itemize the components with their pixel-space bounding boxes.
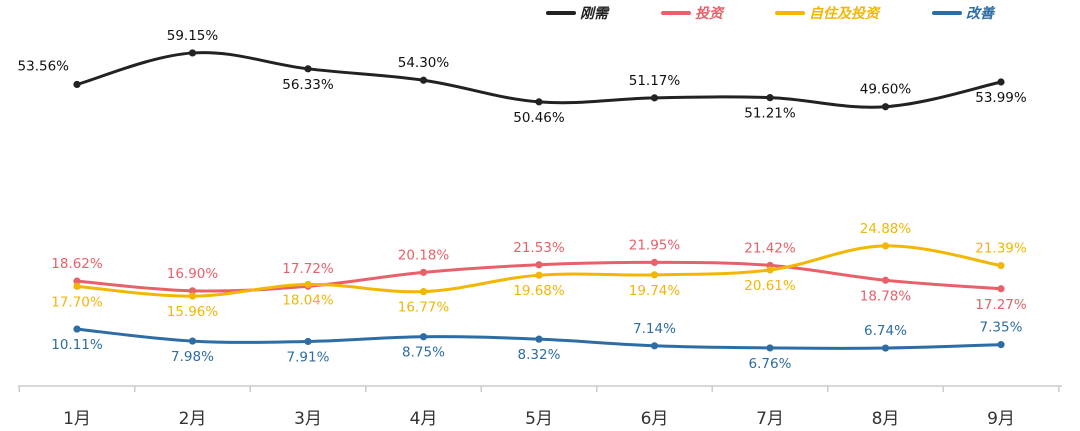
x-tick-label: 1月 xyxy=(63,409,91,429)
data-point xyxy=(73,80,81,89)
x-tick-label: 4月 xyxy=(410,409,438,429)
data-label: 21.53% xyxy=(513,240,565,256)
x-tick-label: 2月 xyxy=(179,409,207,429)
x-tick-label: 8月 xyxy=(872,409,900,429)
data-label: 17.70% xyxy=(51,294,103,310)
data-label: 18.04% xyxy=(282,292,334,308)
data-label: 56.33% xyxy=(282,77,334,93)
data-point xyxy=(73,282,81,290)
data-label: 51.17% xyxy=(629,73,681,89)
x-tick-label: 3月 xyxy=(294,409,322,429)
data-point xyxy=(650,271,659,279)
series-lines xyxy=(73,49,1005,352)
legend-label: 投资 xyxy=(695,5,726,22)
data-label: 19.68% xyxy=(513,283,565,299)
data-point xyxy=(419,268,428,276)
data-point xyxy=(419,333,428,341)
data-label: 49.60% xyxy=(860,82,912,98)
data-point xyxy=(881,242,890,250)
data-label: 8.32% xyxy=(518,347,561,363)
data-point xyxy=(535,98,543,106)
data-point xyxy=(766,266,774,274)
data-point xyxy=(535,261,543,269)
data-label: 54.30% xyxy=(398,55,450,71)
data-label: 21.95% xyxy=(629,237,681,253)
legend: 刚需 投资 自住及投资 改善 xyxy=(546,5,996,22)
data-point xyxy=(188,292,197,300)
x-tick-label: 7月 xyxy=(756,409,784,429)
data-label: 6.76% xyxy=(749,356,792,372)
data-label: 7.35% xyxy=(980,320,1023,336)
data-point xyxy=(73,277,81,285)
data-label: 53.56% xyxy=(18,58,70,74)
data-point xyxy=(419,76,428,84)
x-tick-label: 5月 xyxy=(525,409,553,429)
data-label: 17.72% xyxy=(282,261,334,277)
legend-label: 改善 xyxy=(966,5,996,22)
data-labels: 53.56% 59.15% 56.33% 54.30% 50.46% 51.17% 51.2… xyxy=(18,28,1027,372)
data-point xyxy=(188,49,197,57)
data-point xyxy=(997,261,1005,270)
data-point xyxy=(304,337,312,346)
data-point xyxy=(997,285,1005,293)
data-label: 53.99% xyxy=(975,90,1027,106)
data-label: 18.78% xyxy=(860,288,912,304)
data-label: 8.75% xyxy=(402,345,445,361)
data-label: 24.88% xyxy=(860,221,912,237)
data-label: 6.74% xyxy=(864,323,907,339)
data-point xyxy=(535,271,543,279)
data-label: 10.11% xyxy=(51,337,103,353)
data-label: 7.14% xyxy=(633,321,676,337)
data-label: 50.46% xyxy=(513,110,565,126)
data-point xyxy=(650,94,659,102)
data-point xyxy=(188,337,197,345)
x-tick-label: 9月 xyxy=(987,409,1015,429)
data-point xyxy=(881,103,890,111)
data-point xyxy=(766,94,774,102)
data-label: 16.77% xyxy=(398,300,450,316)
data-label: 18.62% xyxy=(51,256,103,272)
x-axis: 1月 2月 3月 4月 5月 6月 7月 8月 9月 xyxy=(18,385,1062,429)
legend-label: 自住及投资 xyxy=(809,5,882,22)
data-label: 7.91% xyxy=(287,349,330,365)
data-point xyxy=(419,287,428,296)
data-label: 20.18% xyxy=(398,247,450,263)
data-point xyxy=(650,258,659,267)
data-label: 17.27% xyxy=(975,297,1027,313)
data-point xyxy=(997,341,1005,349)
data-point xyxy=(997,78,1005,86)
legend-label: 刚需 xyxy=(580,6,610,22)
data-point xyxy=(304,65,312,73)
data-point xyxy=(650,342,659,350)
x-tick-label: 6月 xyxy=(641,409,669,429)
data-label: 15.96% xyxy=(167,304,219,320)
data-label: 51.21% xyxy=(744,106,796,122)
data-label: 7.98% xyxy=(171,349,214,365)
data-label: 19.74% xyxy=(629,283,681,299)
data-point xyxy=(73,325,81,333)
data-point xyxy=(881,276,890,284)
data-point xyxy=(304,280,312,289)
data-label: 16.90% xyxy=(167,266,219,282)
data-label: 20.61% xyxy=(744,278,796,294)
data-label: 21.42% xyxy=(744,240,796,256)
data-point xyxy=(881,344,890,352)
data-label: 59.15% xyxy=(167,28,219,44)
data-label: 21.39% xyxy=(975,241,1027,257)
data-point xyxy=(766,344,774,352)
data-point xyxy=(188,287,197,295)
data-point xyxy=(535,335,543,343)
